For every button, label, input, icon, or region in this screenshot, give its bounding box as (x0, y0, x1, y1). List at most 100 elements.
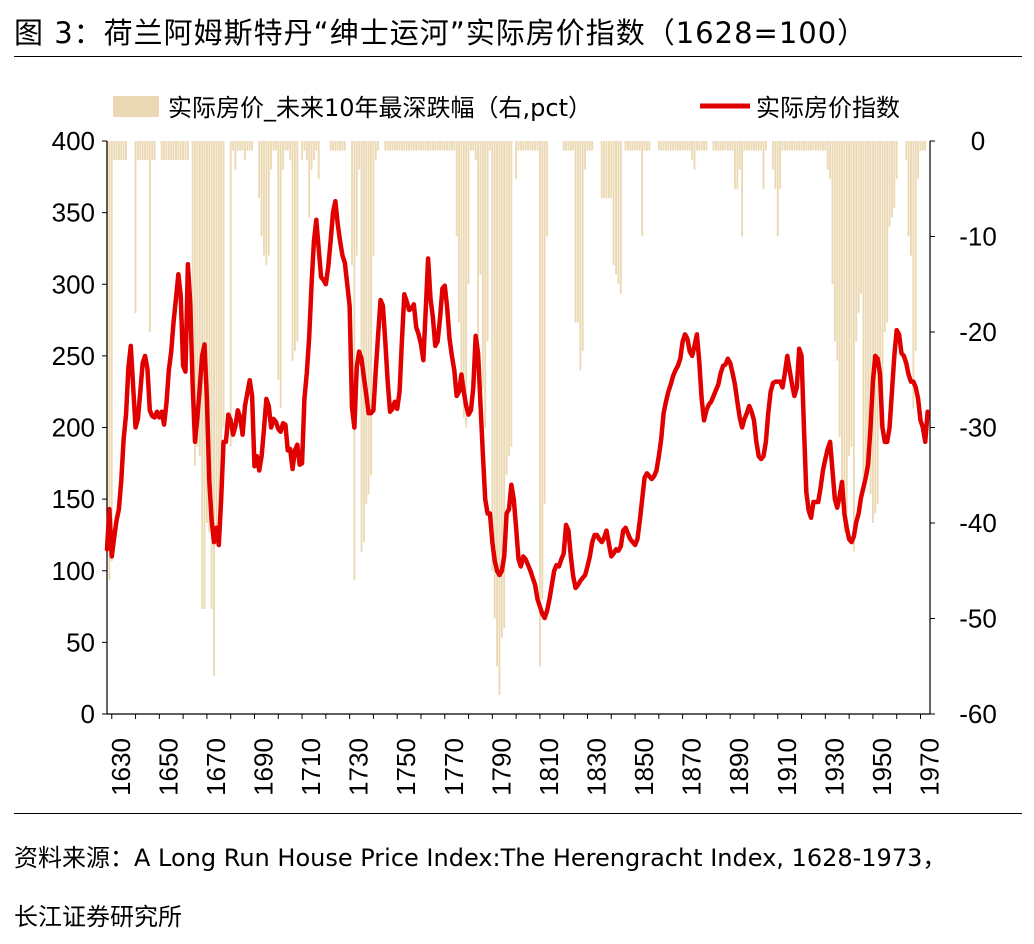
source-note: 资料来源：A Long Run House Price Index:The He… (14, 844, 947, 872)
bar (705, 141, 708, 151)
x-tick-label: 1910 (772, 738, 802, 796)
bar (517, 141, 520, 151)
bar (163, 141, 166, 161)
bar (762, 141, 765, 189)
bar (562, 141, 565, 151)
bar (184, 141, 187, 161)
bar (643, 141, 646, 151)
bar (855, 141, 858, 342)
bar (272, 141, 275, 151)
bar (669, 141, 672, 151)
bar (772, 141, 774, 170)
bar (446, 141, 449, 151)
y-right-tick-label: -50 (959, 604, 997, 634)
bar (493, 141, 496, 619)
bar (734, 141, 736, 189)
bar (907, 141, 910, 237)
bar (117, 141, 120, 161)
bar (398, 141, 401, 151)
bar (186, 141, 189, 161)
bar (420, 141, 422, 151)
bar (810, 141, 812, 151)
bar (291, 141, 294, 361)
bar (626, 141, 629, 151)
bar (565, 141, 567, 151)
bar (474, 141, 477, 161)
bar (857, 141, 860, 313)
bar (546, 141, 548, 237)
x-tick-label: 1890 (724, 738, 754, 796)
bar (108, 141, 111, 581)
bar (431, 141, 434, 151)
bar (819, 141, 822, 151)
bar (343, 141, 346, 151)
bar (905, 141, 908, 161)
bar (826, 141, 829, 170)
chart-title: 图 3：荷兰阿姆斯特丹“绅士运河”实际房价指数（1628=100） (14, 16, 868, 50)
x-tick-label: 1850 (629, 738, 659, 796)
bar (208, 141, 211, 533)
bar (529, 141, 532, 151)
bar (910, 141, 912, 256)
bar (750, 141, 753, 151)
bar (251, 141, 254, 151)
bar (172, 141, 175, 161)
bar (577, 141, 579, 323)
bar (579, 141, 582, 371)
bar (662, 141, 665, 151)
bar (869, 141, 872, 495)
x-tick-label: 1750 (391, 738, 421, 796)
bar (462, 141, 465, 418)
bar (484, 141, 487, 428)
bar (681, 141, 684, 151)
bar (871, 141, 874, 523)
bar (864, 141, 867, 466)
bar (429, 141, 432, 151)
legend: 实际房价_未来10年最深跌幅（右,pct） 实际房价指数 (113, 94, 900, 122)
bar (893, 141, 896, 208)
x-tick-label: 1830 (582, 738, 612, 796)
bar (458, 141, 460, 323)
bar (641, 141, 644, 237)
bar (441, 141, 444, 151)
bar (883, 141, 886, 332)
bar (455, 141, 458, 237)
bar (274, 141, 277, 151)
bar (434, 141, 437, 151)
bar (531, 141, 534, 151)
bar (284, 141, 287, 151)
bar (377, 141, 380, 151)
bar (113, 141, 116, 161)
bar (139, 141, 142, 161)
bar (141, 141, 144, 161)
bar (244, 141, 246, 161)
source-rule (14, 813, 1022, 814)
bar-series (106, 141, 927, 695)
bar (574, 141, 577, 323)
bar (465, 141, 468, 428)
bar (365, 141, 368, 504)
bar (791, 141, 793, 151)
bar (220, 141, 223, 476)
bar (921, 141, 924, 151)
bar (917, 141, 920, 180)
bar (774, 141, 777, 189)
bar (177, 141, 180, 161)
bar (248, 141, 251, 151)
bar (793, 141, 796, 151)
bar (841, 141, 843, 485)
bar (460, 141, 463, 390)
bar (586, 141, 589, 151)
bar (519, 141, 522, 151)
bar (572, 141, 575, 151)
bar (470, 141, 472, 151)
x-tick-label: 1690 (249, 738, 279, 796)
bar (151, 141, 154, 161)
bar (874, 141, 877, 514)
bar (919, 141, 922, 151)
bar (229, 141, 232, 447)
bar (881, 141, 884, 418)
bar (498, 141, 501, 695)
bar (153, 141, 156, 161)
y-right-tick-label: -30 (959, 413, 997, 443)
